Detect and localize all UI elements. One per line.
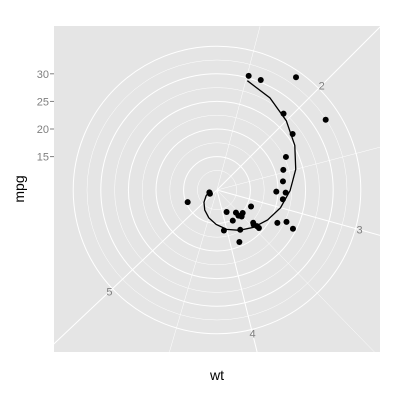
r-axis-labels: 15 20 25 30 bbox=[37, 69, 54, 164]
data-point bbox=[280, 166, 287, 173]
major-spoke bbox=[54, 189, 218, 345]
minor-spoke bbox=[216, 146, 380, 191]
minor-grid-circle bbox=[141, 114, 293, 266]
minor-grid-circle bbox=[114, 87, 320, 293]
data-point bbox=[248, 203, 255, 210]
theta-tick-label: 3 bbox=[357, 225, 363, 237]
major-grid-circle bbox=[100, 73, 334, 307]
major-spoke bbox=[216, 26, 380, 191]
data-point bbox=[289, 130, 296, 137]
r-tick-label: 25 bbox=[37, 96, 49, 108]
data-point bbox=[206, 189, 213, 196]
r-tick-label: 15 bbox=[37, 152, 49, 164]
data-point bbox=[274, 219, 281, 226]
data-point bbox=[220, 227, 227, 234]
data-point bbox=[223, 209, 230, 215]
data-point bbox=[245, 72, 252, 79]
data-point bbox=[283, 218, 290, 225]
points-layer bbox=[184, 72, 329, 245]
minor-spoke bbox=[216, 26, 261, 191]
data-point bbox=[229, 217, 236, 224]
data-point bbox=[282, 189, 289, 196]
minor-grid-circle bbox=[197, 170, 237, 210]
minor-grid-circle bbox=[86, 59, 348, 321]
data-point bbox=[293, 74, 300, 81]
r-tick-label: 30 bbox=[37, 69, 49, 81]
data-point bbox=[257, 76, 264, 83]
major-spoke bbox=[216, 189, 258, 352]
y-axis-title: mpg bbox=[11, 175, 27, 202]
data-point bbox=[273, 188, 280, 195]
theta-tick-label: 4 bbox=[250, 329, 256, 341]
major-grid-circle bbox=[183, 156, 251, 224]
major-spoke bbox=[216, 189, 380, 236]
major-grid-circle bbox=[127, 100, 307, 280]
minor-spoke bbox=[169, 189, 218, 352]
data-point bbox=[279, 196, 286, 203]
data-point bbox=[279, 178, 286, 185]
plot-panel bbox=[54, 26, 380, 352]
data-point bbox=[289, 225, 296, 232]
x-axis-title: wt bbox=[209, 367, 224, 383]
data-point bbox=[184, 199, 191, 206]
data-point bbox=[280, 110, 287, 117]
data-point bbox=[237, 226, 244, 233]
data-point bbox=[282, 153, 289, 160]
data-point bbox=[250, 219, 257, 226]
data-point bbox=[236, 238, 243, 245]
data-point bbox=[235, 212, 242, 219]
data-point bbox=[322, 116, 329, 123]
theta-axis-labels: 2 3 4 5 bbox=[106, 80, 362, 340]
theta-tick-label: 5 bbox=[106, 287, 112, 299]
outer-grid-circle bbox=[72, 45, 362, 335]
theta-tick-label: 2 bbox=[319, 80, 325, 92]
minor-spoke bbox=[216, 189, 375, 352]
data-point bbox=[255, 225, 262, 231]
minor-grid-circle bbox=[169, 142, 265, 238]
r-tick-label: 20 bbox=[37, 124, 49, 136]
